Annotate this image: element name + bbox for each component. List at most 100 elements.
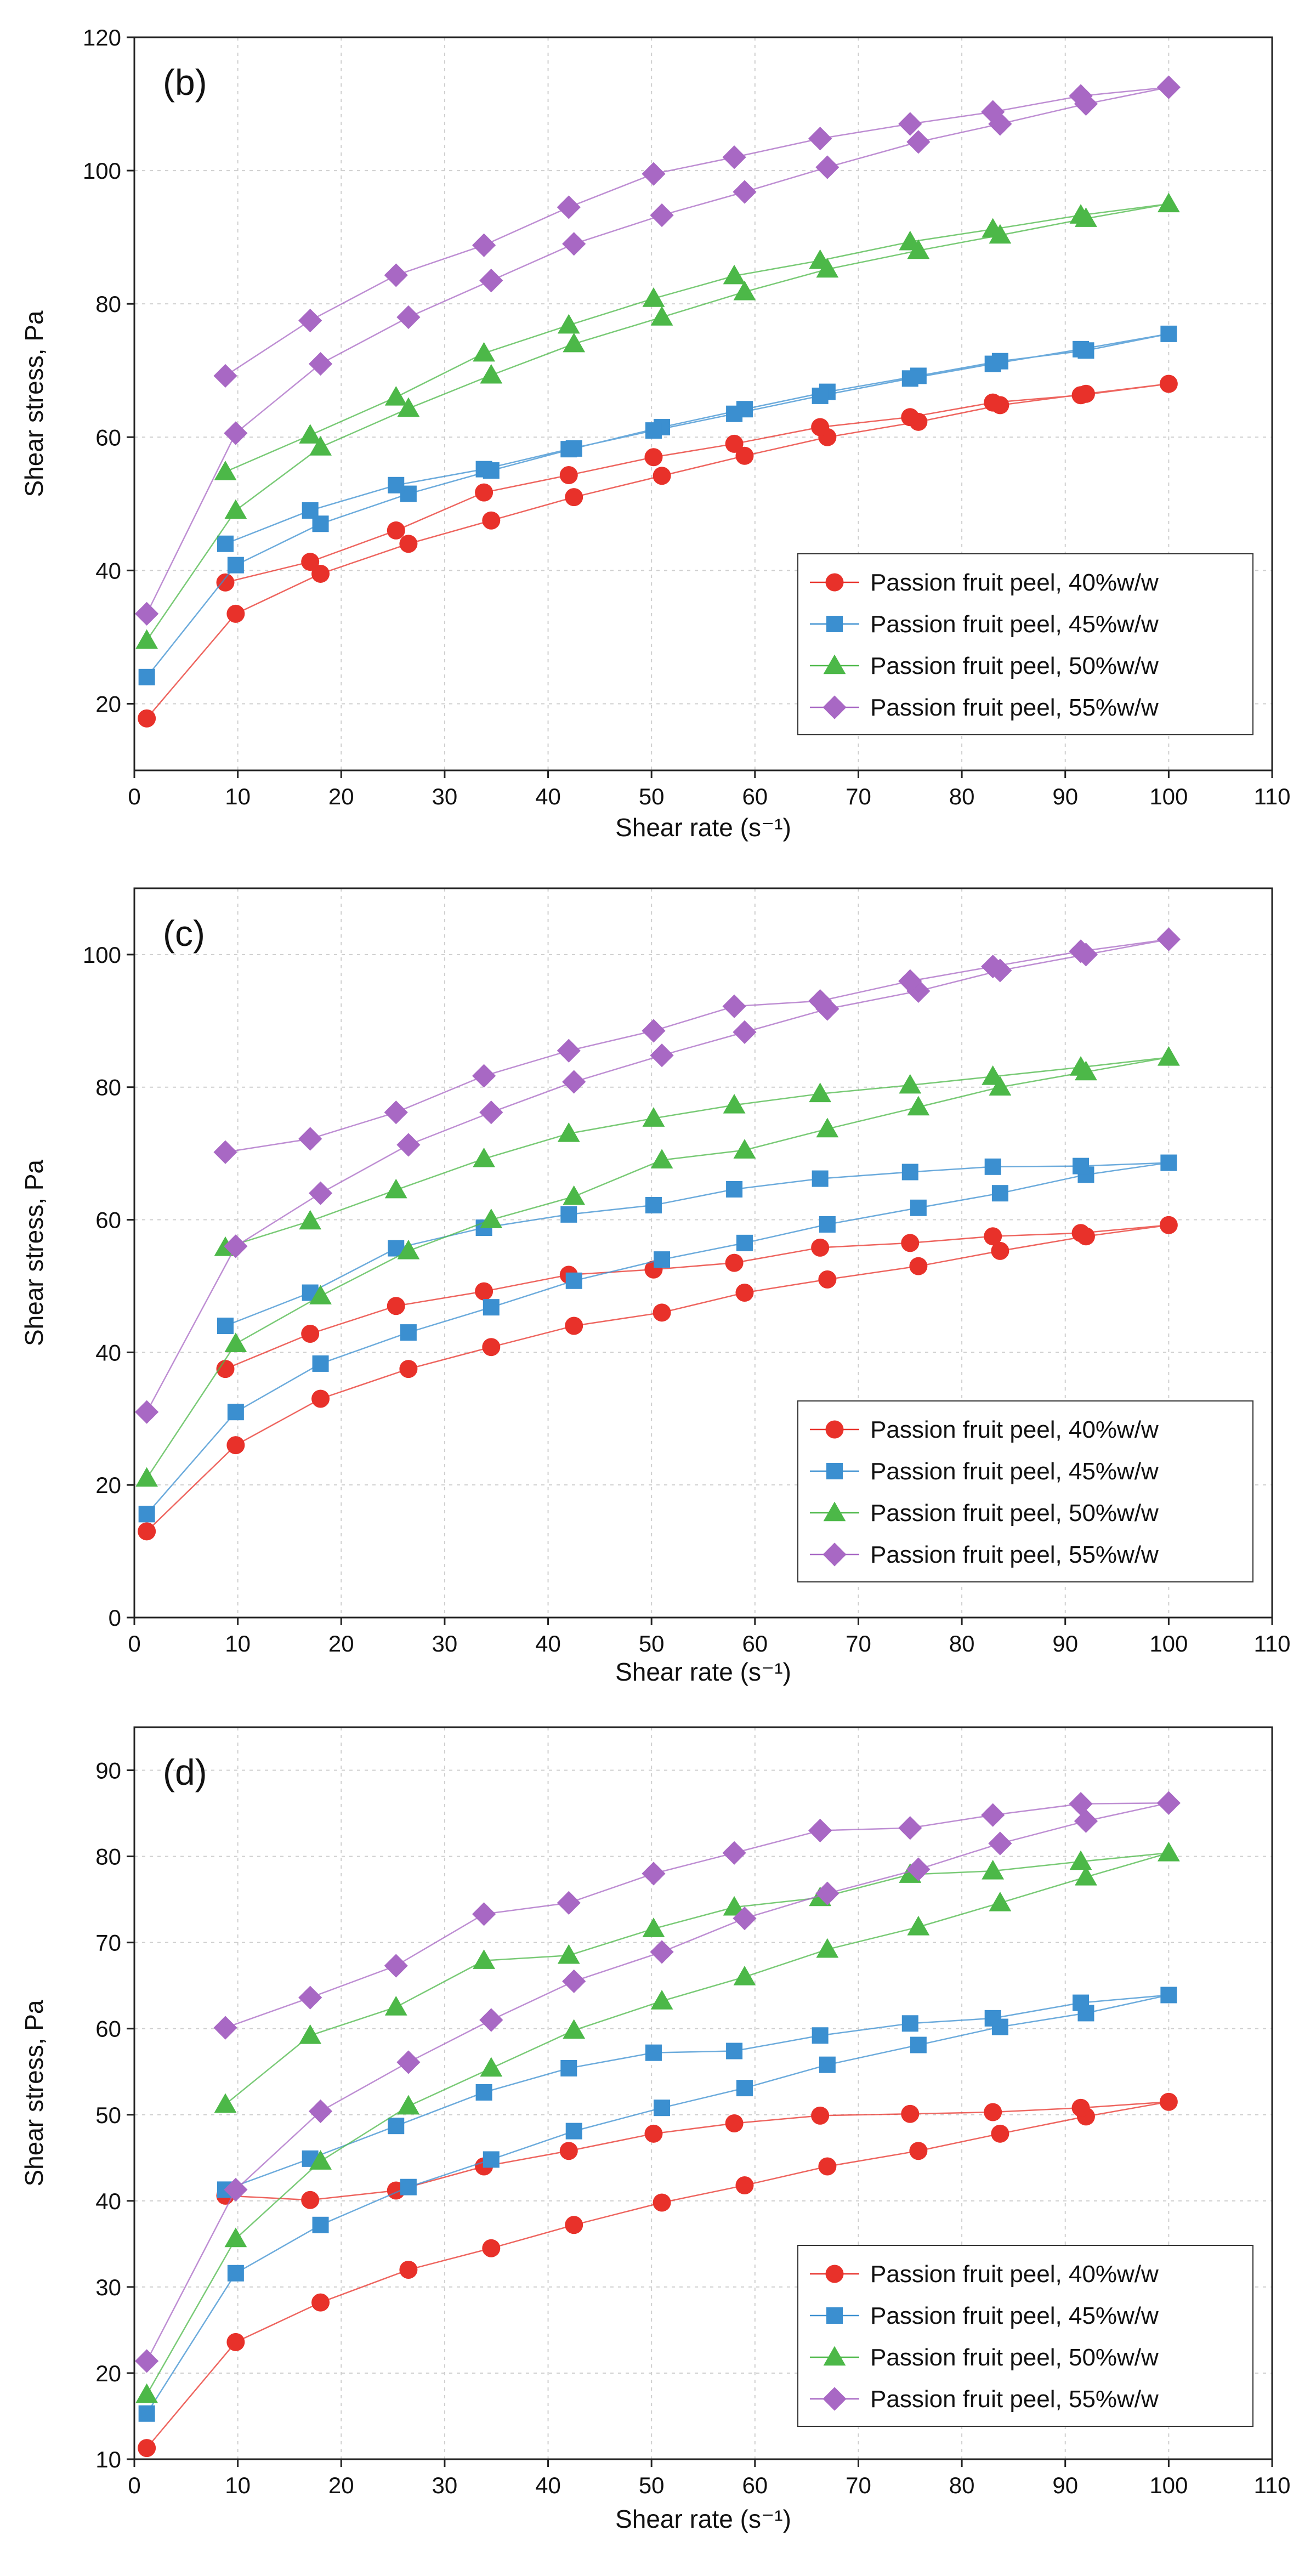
data-point [901, 370, 918, 387]
x-tick-label: 50 [639, 784, 665, 809]
data-point [1074, 1809, 1098, 1833]
data-point [1071, 386, 1090, 405]
data-point [901, 2015, 918, 2032]
data-point [1069, 1056, 1092, 1076]
data-point [654, 2100, 671, 2117]
legend-box [797, 1400, 1253, 1582]
data-point [1069, 939, 1093, 963]
data-point [726, 405, 743, 422]
data-point [224, 421, 248, 445]
series-line [146, 2101, 1169, 2449]
y-tick-label: 40 [95, 1340, 121, 1365]
plot-frame [133, 887, 1273, 1619]
data-point [808, 1818, 832, 1843]
x-tick-label: 20 [328, 1631, 354, 1656]
data-point [396, 2050, 421, 2074]
data-point [557, 314, 580, 334]
x-tick-label: 90 [1052, 1631, 1078, 1656]
legend-marker [826, 616, 843, 632]
data-point [901, 2104, 920, 2123]
series-2 [138, 1154, 1177, 1523]
data-point [565, 1317, 583, 1335]
data-point [723, 1896, 746, 1916]
data-point [309, 436, 332, 456]
series-1 [138, 375, 1178, 728]
data-point [387, 521, 405, 540]
data-point [299, 424, 322, 444]
x-tick-label: 100 [1149, 784, 1188, 809]
y-tick-label: 70 [95, 1930, 121, 1956]
data-point [981, 1803, 1005, 1827]
data-point [981, 955, 1005, 979]
chart-panel-d: 0 10 20 30 40 50 60 70 80 90 100 110 10 20 30 40 50 60 70 8… [20, 1726, 1290, 2533]
data-point [816, 1117, 839, 1138]
data-point [216, 573, 235, 592]
data-point [213, 2016, 237, 2040]
data-point [135, 1400, 159, 1424]
data-point [642, 1107, 665, 1127]
data-point [907, 1915, 930, 1936]
legend-entry: Passion fruit peel, 40%w/w [870, 1416, 1159, 1443]
x-tick-label: 90 [1052, 2472, 1078, 2498]
legend-marker [822, 2387, 847, 2411]
data-point [811, 2106, 830, 2125]
legend-marker [826, 1463, 843, 1479]
data-point [302, 502, 319, 519]
data-point [809, 249, 832, 269]
data-point [722, 1841, 746, 1865]
data-point [135, 1467, 158, 1487]
data-point [653, 2193, 671, 2212]
y-tick-label: 120 [83, 25, 121, 50]
data-point [733, 180, 757, 204]
x-tick-label: 0 [128, 1631, 140, 1656]
data-point [725, 1253, 744, 1272]
y-tick-label: 90 [95, 1758, 121, 1784]
series-line [146, 1994, 1169, 2414]
x-axis-title: Shear rate (s⁻¹) [615, 2505, 791, 2533]
y-tick-label: 80 [95, 1844, 121, 1870]
data-point [479, 1100, 503, 1125]
data-point [473, 1949, 495, 1969]
data-point [482, 1338, 501, 1357]
x-tick-label: 10 [225, 1631, 251, 1656]
data-point [483, 2151, 500, 2168]
data-point [808, 989, 832, 1013]
series-2 [138, 1987, 1177, 2422]
series-3 [135, 192, 1180, 649]
y-tick-label: 50 [95, 2102, 121, 2128]
data-point [650, 1043, 674, 1068]
y-tick-label: 30 [95, 2274, 121, 2300]
data-point [388, 476, 405, 493]
data-point [135, 602, 159, 626]
x-tick-label: 70 [846, 784, 871, 809]
data-point [138, 1522, 156, 1541]
data-point [298, 1985, 322, 2010]
x-tick-label: 20 [328, 784, 354, 809]
data-point [723, 1093, 746, 1114]
legend-marker [822, 695, 847, 719]
y-tick-label: 60 [95, 1207, 121, 1233]
data-point [644, 2124, 663, 2143]
data-point [312, 2216, 329, 2233]
x-tick-label: 10 [225, 2472, 251, 2498]
data-point [982, 1859, 1005, 1880]
data-point [1069, 1850, 1092, 1870]
data-point [818, 1270, 837, 1289]
legend-entry: Passion fruit peel, 45%w/w [870, 611, 1159, 638]
data-point [388, 2118, 405, 2135]
data-point [722, 145, 746, 169]
legend-marker [823, 2346, 846, 2366]
x-tick-label: 0 [128, 2472, 140, 2498]
data-point [989, 1076, 1012, 1096]
series-line [146, 1852, 1169, 2395]
series-line [146, 203, 1169, 641]
data-point [309, 1285, 332, 1304]
data-point [312, 1355, 329, 1372]
data-point [906, 130, 931, 154]
data-point [480, 2057, 503, 2077]
data-point [224, 2177, 248, 2202]
y-axis-title: Shear stress, Pa [20, 310, 48, 497]
data-point [479, 2008, 503, 2032]
data-point [819, 1216, 836, 1233]
data-point [1069, 204, 1092, 224]
